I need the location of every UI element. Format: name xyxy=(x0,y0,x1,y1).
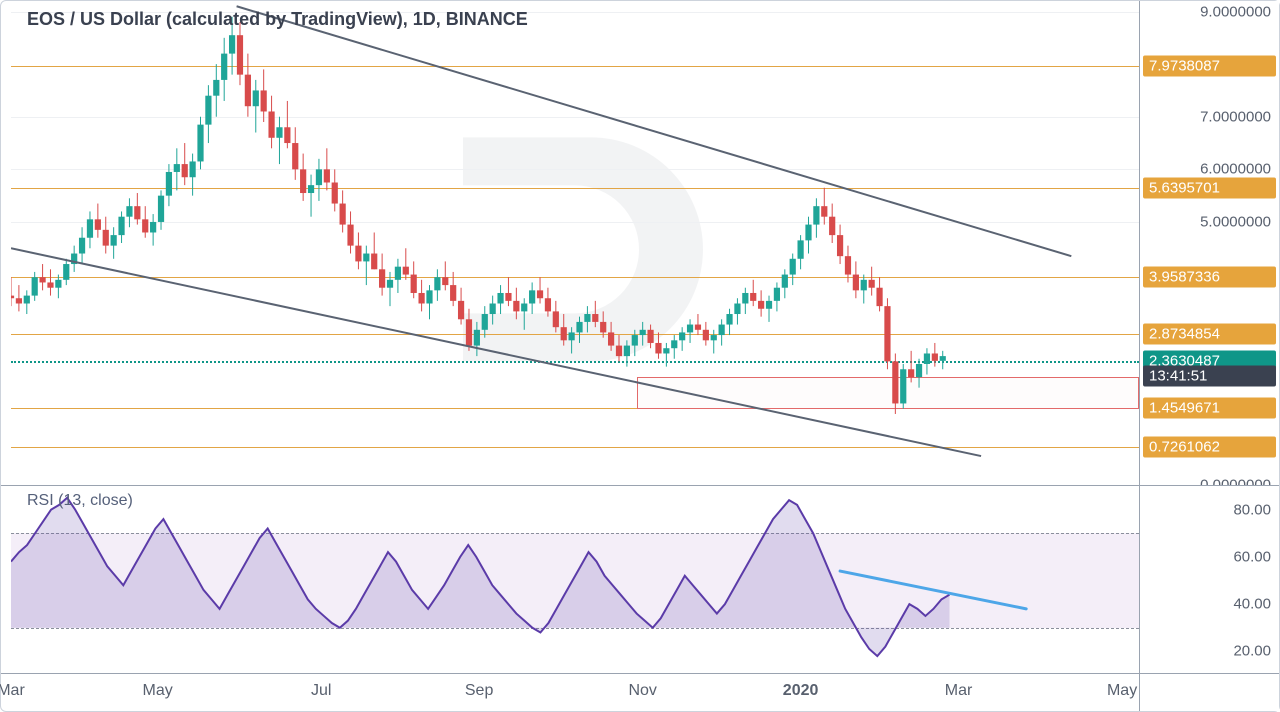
chart-title: EOS / US Dollar (calculated by TradingVi… xyxy=(27,9,528,30)
time-axis-label: 2020 xyxy=(783,682,819,700)
time-axis-label: Jul xyxy=(311,682,331,700)
price-y-axis: 9.00000007.00000006.00000005.00000000.00… xyxy=(1139,1,1279,485)
price-level-badge: 1.4549671 xyxy=(1143,398,1276,419)
time-axis-label: May xyxy=(1107,682,1137,700)
time-axis-label: Mar xyxy=(0,682,25,700)
y-tick-label: 6.0000000 xyxy=(1200,161,1271,178)
time-axis: Mar May Jul Sep Nov 2020 Mar May xyxy=(1,673,1279,711)
chart-container: EOS / US Dollar (calculated by TradingVi… xyxy=(0,0,1280,712)
y-tick-label: 9.0000000 xyxy=(1200,3,1271,20)
y-tick-label: 7.0000000 xyxy=(1200,108,1271,125)
price-panel[interactable]: EOS / US Dollar (calculated by TradingVi… xyxy=(1,1,1279,485)
y-tick-label: 5.0000000 xyxy=(1200,213,1271,230)
price-plot-area[interactable]: EOS / US Dollar (calculated by TradingVi… xyxy=(11,1,1139,485)
time-axis-labels: MarMayJulSepNov2020MarMay xyxy=(11,674,1139,711)
rsi-plot-area[interactable]: RSI (13, close) xyxy=(11,486,1139,675)
rsi-tick-label: 80.00 xyxy=(1233,501,1271,518)
price-level-badge: 0.7261062 xyxy=(1143,436,1276,457)
price-level-badge: 3.9587336 xyxy=(1143,266,1276,287)
price-level-badge: 7.9738087 xyxy=(1143,55,1276,76)
rsi-tick-label: 20.00 xyxy=(1233,643,1271,660)
countdown-badge: 13:41:51 xyxy=(1143,365,1276,386)
rsi-panel[interactable]: RSI (13, close) 80.00 60.00 40.00 20.00 xyxy=(1,485,1279,675)
time-axis-label: May xyxy=(143,682,173,700)
rsi-tick-label: 60.00 xyxy=(1233,548,1271,565)
time-axis-cap xyxy=(1139,674,1279,711)
time-axis-label: Sep xyxy=(465,682,493,700)
price-level-badge: 5.6395701 xyxy=(1143,178,1276,199)
rsi-tick-label: 40.00 xyxy=(1233,596,1271,613)
time-axis-label: Nov xyxy=(628,682,656,700)
rsi-y-axis: 80.00 60.00 40.00 20.00 xyxy=(1139,486,1279,675)
time-axis-label: Mar xyxy=(945,682,973,700)
price-level-badge: 2.8734854 xyxy=(1143,323,1276,344)
rsi-label: RSI (13, close) xyxy=(27,492,133,510)
